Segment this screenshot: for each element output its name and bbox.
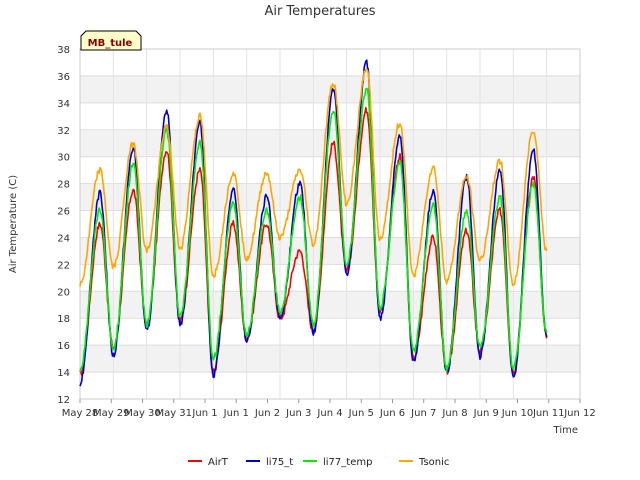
series-lines (79, 59, 548, 387)
grid-band (80, 345, 580, 373)
x-tick-label: Jun 1 (223, 408, 249, 419)
legend-label: li77_temp (323, 457, 372, 468)
x-tick-label: May 28 (62, 408, 99, 419)
legend-label: li75_t (266, 457, 293, 468)
y-tick-label: 18 (57, 314, 70, 325)
x-tick-label: May 30 (124, 408, 161, 419)
legend-label: AirT (208, 457, 229, 468)
y-tick-label: 28 (57, 180, 70, 191)
x-tick-label: Jun 12 (563, 408, 596, 419)
x-tick-label: Jun 5 (348, 408, 374, 419)
legend: AirT li75_t li77_temp Tsonic (188, 457, 449, 468)
legend-label: Tsonic (418, 457, 449, 468)
chart-title: Air Temperatures (264, 4, 375, 19)
x-tick-label: Jun 2 (254, 408, 280, 419)
x-tick-label: Jun 1 (191, 408, 217, 419)
y-tick-label: 12 (57, 395, 70, 406)
site-tag-box (80, 30, 142, 51)
y-tick-label: 24 (57, 233, 70, 244)
x-tick-label: May 29 (93, 408, 130, 419)
x-tick-label: May 31 (155, 408, 192, 419)
y-tick-label: 26 (57, 207, 70, 218)
y-tick-label: 20 (57, 287, 70, 298)
y-tick-label: 22 (57, 260, 70, 271)
series-line-tsonic (79, 68, 548, 287)
y-tick-label: 30 (57, 153, 70, 164)
x-tick-label: Jun 8 (441, 408, 467, 419)
y-tick-label: 36 (57, 72, 70, 83)
site-tag: MB_tule (80, 30, 142, 51)
y-tick-label: 16 (57, 341, 70, 352)
y-tick-label: 14 (57, 368, 70, 379)
grid-band (80, 291, 580, 319)
x-axis-label: Time (553, 425, 578, 436)
x-tick-label: Jun 3 (285, 408, 311, 419)
y-tick-label: 32 (57, 126, 70, 137)
x-tick-label: Jun 11 (532, 408, 565, 419)
y-axis: 12 14 16 18 20 22 24 26 28 30 32 34 36 38 (57, 45, 70, 406)
y-tick-label: 38 (57, 45, 70, 56)
x-tick-label: Jun 10 (501, 408, 534, 419)
y-tick-label: 34 (57, 99, 70, 110)
x-tick-label: Jun 6 (379, 408, 405, 419)
y-axis-label: Air Temperature (C) (8, 175, 19, 273)
x-tick-label: Jun 9 (473, 408, 499, 419)
grid-band (80, 237, 580, 265)
series-line-li77_temp (79, 87, 548, 373)
x-tick-label: Jun 4 (316, 408, 342, 419)
x-tick-label: Jun 7 (410, 408, 436, 419)
site-tag-label: MB_tule (88, 38, 133, 49)
